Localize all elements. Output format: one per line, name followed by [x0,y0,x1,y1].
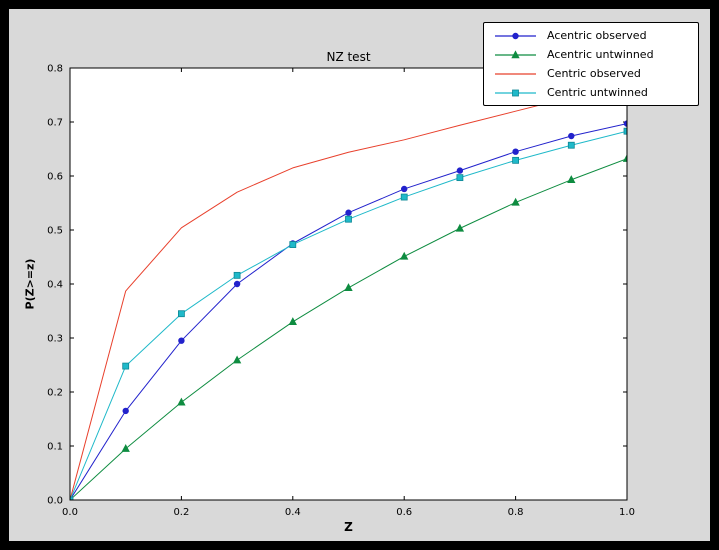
marker-triangle [344,283,353,291]
marker-triangle [232,355,242,364]
x-tick-label: 0.0 [62,507,78,518]
series-line-2 [70,83,627,500]
legend-sample-1 [495,49,536,58]
marker-circle [178,337,185,344]
marker-triangle [121,444,130,452]
legend-item-1: Acentric untwinned [484,45,698,64]
y-tick-label: 0.1 [47,442,63,453]
x-tick-label: 0.8 [508,507,524,518]
marker-circle [122,407,129,415]
legend-label: Acentric observed [547,29,647,42]
marker-triangle [455,223,465,232]
legend-item-3: Centric untwinned [484,83,698,102]
legend-sample-3 [495,89,536,96]
x-tick-label: 0.2 [173,507,189,518]
series-2 [70,83,627,500]
y-tick-label: 0.7 [47,118,63,129]
y-tick-label: 0.3 [47,334,63,345]
x-axis-label: Z [344,520,353,534]
marker-square [70,496,74,500]
legend-sample-0 [495,32,536,39]
marker-circle [512,32,519,39]
y-tick-label: 0.5 [47,226,63,237]
marker-square [289,241,297,248]
y-tick-label: 0.4 [47,280,63,291]
marker-triangle [622,154,627,162]
chart-title: NZ test [326,50,371,64]
x-tick-label: 0.4 [285,507,301,518]
y-tick-label: 0.8 [47,64,63,75]
marker-square [345,215,352,223]
marker-triangle [511,49,520,58]
legend-item-0: Acentric observed [484,26,698,45]
marker-circle [345,209,352,216]
series-3 [70,127,627,500]
marker-triangle [511,197,520,206]
legend: Acentric observed Acentric untwinned Centr… [483,22,699,106]
marker-circle [456,167,464,174]
legend-label: Centric observed [547,67,641,80]
marker-circle [568,132,575,140]
legend-label: Acentric untwinned [547,48,654,61]
marker-square [233,271,241,279]
marker-square [456,174,464,182]
marker-triangle [567,175,576,183]
series-0 [70,120,627,500]
marker-circle [401,185,408,193]
marker-circle [233,280,241,288]
y-tick-label: 0.0 [47,496,63,507]
marker-triangle [288,317,297,326]
marker-triangle [400,251,409,260]
marker-triangle [177,397,186,406]
y-tick-label: 0.6 [47,172,63,183]
x-tick-label: 0.6 [396,507,412,518]
legend-label: Centric untwinned [547,86,648,99]
legend-sample-2 [495,72,536,75]
marker-square [623,127,627,135]
marker-square [512,156,519,164]
y-tick-label: 0.2 [47,388,63,399]
marker-square [177,310,185,318]
axes-frame [69,67,628,501]
legend-item-2: Centric observed [484,64,698,83]
marker-circle [512,148,519,155]
y-axis-label: P(Z>=z) [23,258,37,310]
marker-square [567,141,575,149]
x-tick-label: 1.0 [619,507,635,518]
marker-square [512,89,519,96]
marker-circle [623,120,627,127]
series-1 [70,154,627,500]
marker-square [400,193,408,201]
marker-square [122,362,130,370]
